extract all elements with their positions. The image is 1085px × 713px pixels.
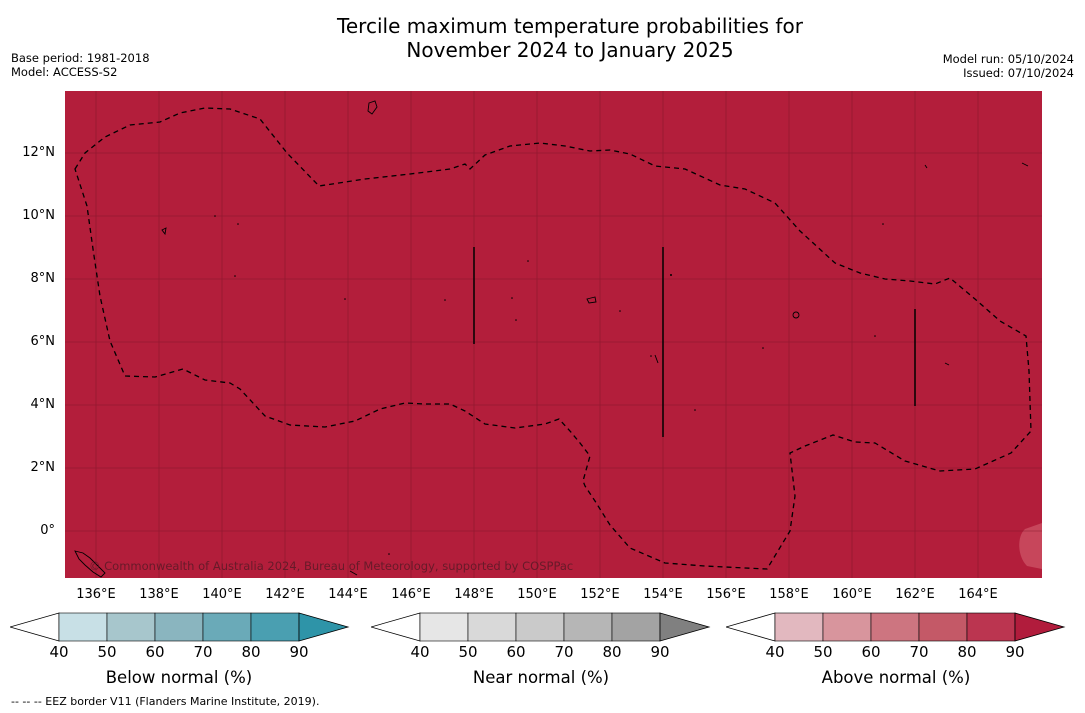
colorbar-near-seg-2 — [467, 612, 517, 642]
colorbar-near-seg-3 — [515, 612, 565, 642]
below-tick-50: 50 — [97, 643, 117, 661]
colorbar-below-seg-3 — [154, 612, 204, 642]
colorbar-above-seg-3 — [870, 612, 920, 642]
colorbar-above-extend-high — [1014, 612, 1066, 642]
lat-label-10n: 10°N — [22, 208, 55, 223]
below-tick-60: 60 — [145, 643, 165, 661]
title-line-2: November 2024 to January 2025 — [406, 38, 734, 62]
below-tick-40: 40 — [49, 643, 69, 661]
lat-label-6n: 6°N — [30, 334, 56, 349]
lon-label-146e: 146°E — [391, 587, 431, 602]
above-tick-90: 90 — [1005, 643, 1025, 661]
lon-label-138e: 138°E — [139, 587, 179, 602]
lat-label-8n: 8°N — [30, 271, 56, 286]
map-title: Tercile maximum temperature probabilitie… — [0, 14, 1085, 62]
below-tick-90: 90 — [289, 643, 309, 661]
colorbar-below-seg-5 — [250, 612, 300, 642]
colorbar-near-extend-low — [371, 612, 421, 642]
lon-label-150e: 150°E — [517, 587, 557, 602]
lat-label-0: 0° — [40, 523, 55, 538]
lon-label-162e: 162°E — [895, 587, 935, 602]
meta-left: Base period: 1981-2018 Model: ACCESS-S2 — [11, 51, 150, 79]
eez-footnote: -- -- -- EEZ border V11 (Flanders Marine… — [11, 695, 320, 708]
colorbar-near-label: Near normal (%) — [472, 668, 610, 687]
lon-label-164e: 164°E — [958, 587, 998, 602]
lon-label-136e: 136°E — [76, 587, 116, 602]
lighter-patch — [1019, 523, 1042, 569]
above-tick-80: 80 — [957, 643, 977, 661]
lat-label-2n: 2°N — [30, 460, 56, 475]
lon-label-140e: 140°E — [202, 587, 242, 602]
meta-right: Model run: 05/10/2024 Issued: 07/10/2024 — [943, 52, 1074, 80]
colorbar-near-normal — [371, 612, 711, 642]
lon-label-152e: 152°E — [580, 587, 620, 602]
colorbar-below-normal — [10, 612, 350, 642]
colorbar-above-label: Above normal (%) — [821, 668, 971, 687]
near-tick-60: 60 — [506, 643, 526, 661]
colorbar-below-seg-4 — [202, 612, 252, 642]
colorbar-near-seg-4 — [563, 612, 613, 642]
below-tick-70: 70 — [193, 643, 213, 661]
near-tick-50: 50 — [458, 643, 478, 661]
colorbar-above-seg-4 — [918, 612, 968, 642]
lon-label-158e: 158°E — [769, 587, 809, 602]
model-run-text: Model run: 05/10/2024 — [942, 52, 1074, 66]
colorbar-near-seg-1 — [419, 612, 469, 642]
lon-label-156e: 156°E — [706, 587, 746, 602]
lat-label-4n: 4°N — [30, 397, 56, 412]
colorbar-below-extend-low — [10, 612, 60, 642]
colorbar-above-seg-2 — [822, 612, 872, 642]
near-tick-40: 40 — [410, 643, 430, 661]
colorbar-above-seg-5 — [966, 612, 1016, 642]
map-fill — [65, 91, 1042, 578]
lon-label-154e: 154°E — [643, 587, 683, 602]
above-tick-60: 60 — [861, 643, 881, 661]
colorbar-below-seg-2 — [106, 612, 156, 642]
colorbar-below-extend-high — [298, 612, 350, 642]
near-tick-80: 80 — [602, 643, 622, 661]
issued-text: Issued: 07/10/2024 — [963, 66, 1074, 80]
lat-label-12n: 12°N — [22, 145, 55, 160]
eez-border — [74, 107, 1032, 570]
below-tick-80: 80 — [241, 643, 261, 661]
title-line-1: Tercile maximum temperature probabilitie… — [337, 14, 803, 38]
colorbar-below-label: Below normal (%) — [105, 668, 253, 687]
model-text: Model: ACCESS-S2 — [11, 65, 118, 79]
lon-label-144e: 144°E — [328, 587, 368, 602]
colorbar-above-extend-low — [726, 612, 776, 642]
above-tick-40: 40 — [765, 643, 785, 661]
island-outlines — [74, 100, 1029, 578]
boundary-lines — [473, 247, 916, 437]
colorbar-below-seg-1 — [58, 612, 108, 642]
copyright-text: © Commonwealth of Australia 2024, Bureau… — [89, 559, 573, 573]
above-tick-50: 50 — [813, 643, 833, 661]
colorbar-near-extend-high — [659, 612, 711, 642]
colorbar-above-seg-1 — [774, 612, 824, 642]
probability-map: © Commonwealth of Australia 2024, Bureau… — [65, 91, 1042, 578]
near-tick-70: 70 — [554, 643, 574, 661]
near-tick-90: 90 — [650, 643, 670, 661]
colorbar-near-seg-5 — [611, 612, 661, 642]
lon-label-142e: 142°E — [265, 587, 305, 602]
lon-label-160e: 160°E — [832, 587, 872, 602]
above-tick-70: 70 — [909, 643, 929, 661]
colorbar-above-normal — [726, 612, 1066, 642]
island-dots — [214, 215, 884, 555]
lon-label-148e: 148°E — [454, 587, 494, 602]
base-period-text: Base period: 1981-2018 — [11, 51, 150, 65]
